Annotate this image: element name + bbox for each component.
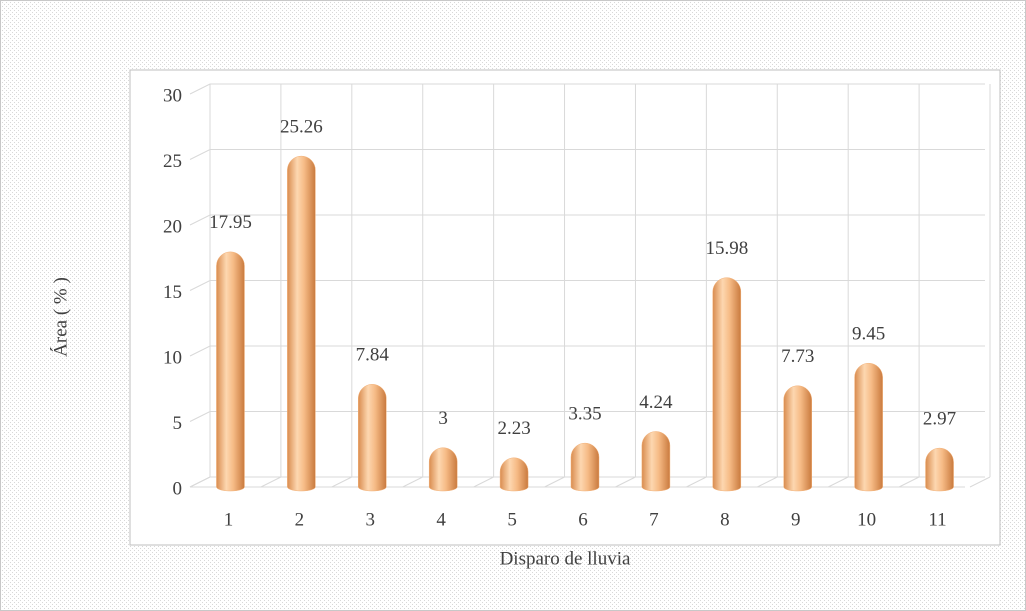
y-tick-label: 20 <box>163 216 182 237</box>
bar <box>712 277 742 492</box>
y-axis-label: Área ( % ) <box>49 277 71 357</box>
x-tick-label: 10 <box>857 509 876 530</box>
bar <box>499 457 529 492</box>
x-tick-label: 11 <box>928 509 946 530</box>
data-label: 7.73 <box>781 346 814 367</box>
data-label: 3.35 <box>568 403 601 424</box>
x-tick-label: 3 <box>366 509 376 530</box>
x-tick-label: 2 <box>295 509 305 530</box>
data-label: 3 <box>438 408 448 429</box>
floor-line <box>189 476 211 488</box>
x-tick-label: 9 <box>791 509 801 530</box>
y-tick-label: 10 <box>163 347 182 368</box>
floor-line <box>757 476 778 488</box>
floor-line <box>473 476 494 488</box>
bar <box>216 251 245 492</box>
y-tick-label: 0 <box>173 478 183 499</box>
data-label: 7.84 <box>356 345 390 366</box>
bar <box>358 384 387 492</box>
floor-line <box>615 476 636 488</box>
y-tick-label: 5 <box>173 413 183 434</box>
floor-line <box>898 476 920 488</box>
x-tick-label: 1 <box>224 509 234 530</box>
floor-line <box>827 476 849 488</box>
floor-line <box>969 476 991 488</box>
data-label: 9.45 <box>852 324 885 345</box>
data-label: 2.23 <box>497 418 530 439</box>
y-tick-label: 15 <box>163 282 182 303</box>
data-label: 2.97 <box>923 408 956 429</box>
bar <box>854 363 883 492</box>
bar <box>783 385 812 492</box>
y-tick-label: 25 <box>163 151 182 172</box>
data-label: 4.24 <box>639 392 673 413</box>
data-label: 17.95 <box>209 212 252 233</box>
data-label: 15.98 <box>705 238 748 259</box>
x-tick-label: 8 <box>720 509 730 530</box>
x-tick-label: 4 <box>436 509 446 530</box>
bar <box>428 447 458 492</box>
bar <box>287 155 316 492</box>
data-label: 25.26 <box>280 116 323 137</box>
x-tick-label: 7 <box>649 509 659 530</box>
x-tick-label: 5 <box>507 509 517 530</box>
bar <box>570 442 600 492</box>
floor-line <box>260 476 282 488</box>
floor-line <box>402 476 423 488</box>
bar <box>641 431 671 492</box>
y-tick-label: 30 <box>163 85 182 106</box>
floor-line <box>686 476 707 488</box>
x-axis-label: Disparo de lluvia <box>500 548 631 569</box>
floor-line <box>544 476 565 488</box>
bar <box>925 447 954 492</box>
x-tick-label: 6 <box>578 509 588 530</box>
floor-line <box>331 476 353 488</box>
